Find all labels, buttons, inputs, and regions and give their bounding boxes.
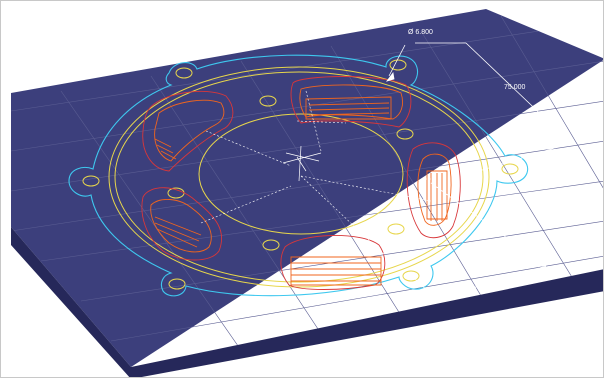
hole-top-right[interactable] [389, 59, 407, 71]
pocket-bottom[interactable] [280, 235, 386, 290]
dimension-annotations[interactable] [385, 42, 572, 300]
construction-lines [200, 90, 435, 262]
hole-left[interactable] [82, 175, 100, 187]
stock-plate-top [11, 9, 603, 367]
dimension-label-vertical[interactable]: 75.000 [504, 84, 526, 91]
diameter-arrow-icon [385, 72, 395, 82]
pocket-top[interactable] [290, 76, 412, 128]
hole-inner-4[interactable] [262, 239, 280, 251]
dimension-label-diameter[interactable]: Ø 6.800 [408, 29, 433, 36]
toolpath-pockets[interactable] [141, 76, 461, 290]
hole-top-left[interactable] [175, 67, 193, 79]
mounting-holes[interactable] [82, 59, 519, 290]
dimension-label-horizontal[interactable]: 45.000 [483, 282, 505, 289]
inner-bore-ring [198, 113, 404, 235]
origin-axes-icon[interactable] [282, 145, 322, 182]
stock-plate-front [11, 227, 603, 377]
flange-outline[interactable] [68, 54, 529, 297]
hole-inner-2[interactable] [396, 128, 414, 140]
outer-ring-1 [108, 66, 490, 288]
hole-inner-1[interactable] [259, 95, 277, 107]
hole-right[interactable] [501, 163, 519, 175]
bore-rings[interactable] [108, 66, 490, 288]
pocket-left-bottom[interactable] [141, 187, 223, 261]
hole-inner-3[interactable] [387, 223, 405, 235]
hole-bottom[interactable] [168, 278, 186, 290]
hole-bottom-right[interactable] [402, 270, 420, 282]
outer-ring-2 [114, 71, 484, 283]
pocket-left-top[interactable] [142, 90, 234, 172]
